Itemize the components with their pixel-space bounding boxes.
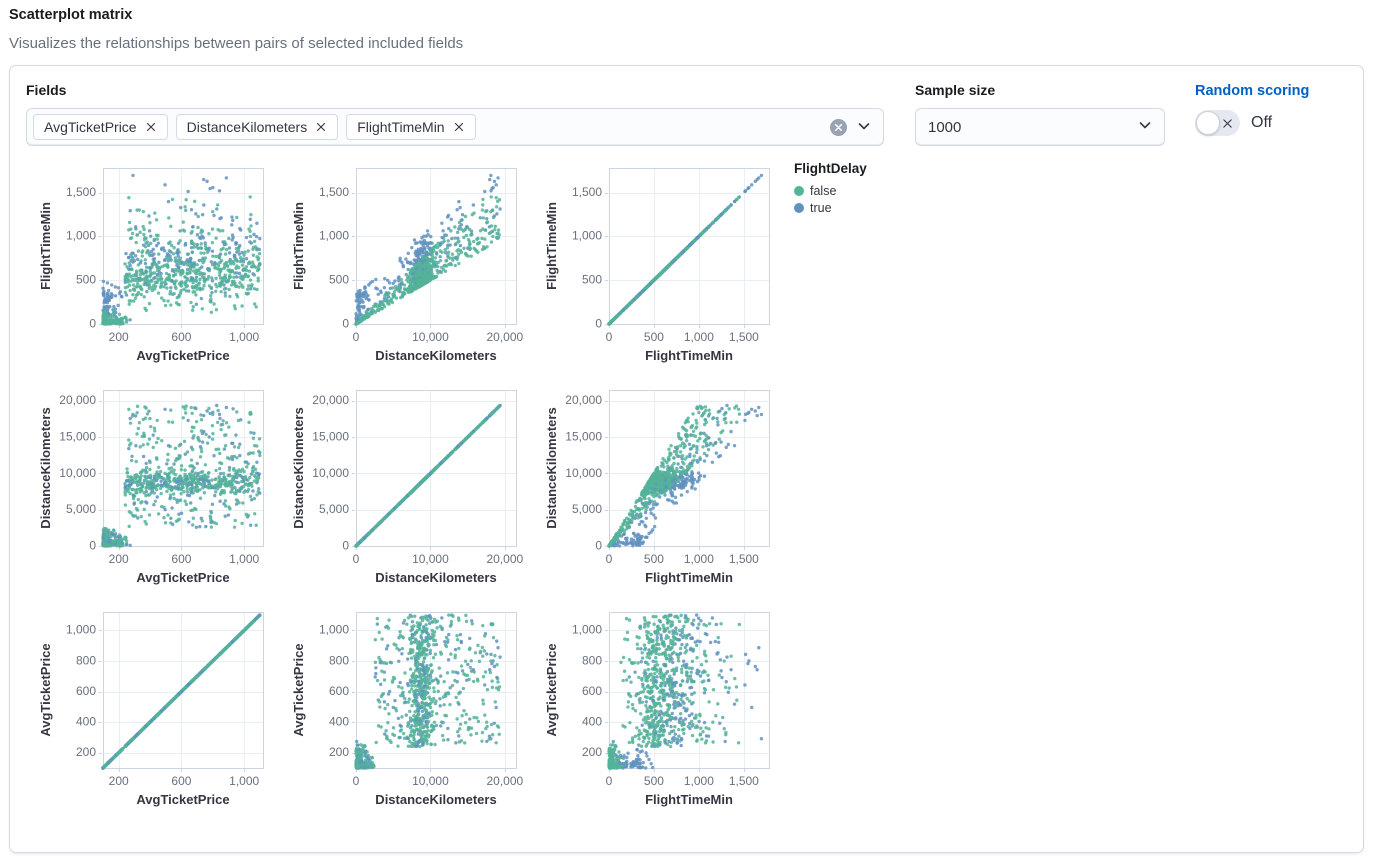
fields-label: Fields [26, 82, 67, 98]
legend-label: true [810, 201, 832, 215]
chevron-down-icon [856, 118, 872, 137]
random-scoring-toggle[interactable] [1195, 110, 1240, 136]
fields-group: Fields AvgTicketPrice DistanceKilometers [26, 82, 884, 146]
field-tag-distancekilometers: DistanceKilometers [175, 114, 339, 140]
field-tag-label: DistanceKilometers [186, 119, 308, 135]
fields-combobox[interactable]: AvgTicketPrice DistanceKilometers Flight… [26, 108, 884, 146]
sample-size-value: 1000 [928, 118, 962, 136]
remove-field-icon[interactable] [315, 121, 327, 133]
random-scoring-group: Random scoring Off [1195, 82, 1309, 136]
scatter-cell-r0c1[interactable] [279, 160, 532, 382]
scatter-cell-r2c2[interactable] [532, 604, 785, 826]
combobox-clear-button[interactable] [830, 118, 847, 136]
toggle-knob [1196, 111, 1220, 135]
controls-row: Fields AvgTicketPrice DistanceKilometers [26, 82, 1347, 146]
legend-title: FlightDelay [794, 161, 867, 176]
toggle-state-label: Off [1251, 114, 1273, 131]
scatter-cell-r1c2[interactable] [532, 382, 785, 604]
sample-size-group: Sample size 1000 [915, 82, 1165, 146]
legend-dot-false [794, 186, 804, 196]
legend: FlightDelay false true [794, 160, 867, 217]
toggle-off-x-icon [1222, 117, 1233, 132]
scatterplot-matrix: FlightDelay false true [26, 160, 1347, 826]
sample-size-label: Sample size [915, 82, 996, 98]
sample-size-select[interactable]: 1000 [915, 108, 1165, 146]
page-subtitle: Visualizes the relationships between pai… [9, 35, 464, 52]
legend-item-false: false [794, 183, 867, 199]
scatterplot-grid [26, 160, 785, 826]
legend-dot-true [794, 203, 804, 213]
field-tag-label: AvgTicketPrice [44, 119, 137, 135]
scatter-cell-r2c0[interactable] [26, 604, 279, 826]
remove-field-icon[interactable] [453, 121, 465, 133]
legend-label: false [810, 184, 837, 198]
field-tag-flighttimemin: FlightTimeMin [346, 114, 476, 140]
legend-item-true: true [794, 200, 867, 216]
scatter-cell-r2c1[interactable] [279, 604, 532, 826]
page-title: Scatterplot matrix [9, 7, 133, 23]
clear-all-icon [834, 123, 843, 132]
remove-field-icon[interactable] [145, 121, 157, 133]
combobox-caret-button[interactable] [855, 118, 873, 136]
scatter-cell-r1c1[interactable] [279, 382, 532, 604]
random-scoring-toggle-row: Off [1195, 110, 1309, 136]
scatter-cell-r1c0[interactable] [26, 382, 279, 604]
random-scoring-link[interactable]: Random scoring [1195, 83, 1310, 99]
scatter-cell-r0c0[interactable] [26, 160, 279, 382]
chevron-down-icon [1137, 117, 1153, 137]
field-tag-label: FlightTimeMin [357, 119, 445, 135]
field-tag-avgticketprice: AvgTicketPrice [33, 114, 168, 140]
scatter-cell-r0c2[interactable] [532, 160, 785, 382]
scatterplot-matrix-panel: Fields AvgTicketPrice DistanceKilometers [9, 65, 1364, 853]
